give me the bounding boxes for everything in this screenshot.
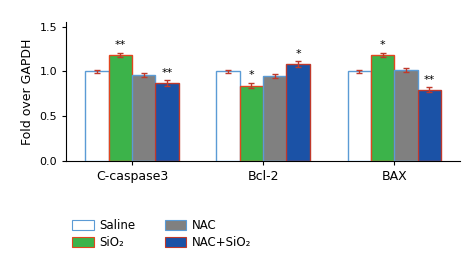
Bar: [263, 76, 286, 161]
Bar: [109, 55, 132, 161]
Bar: [85, 71, 109, 161]
Y-axis label: Fold over GAPDH: Fold over GAPDH: [21, 38, 34, 145]
Bar: [240, 86, 263, 161]
Bar: [217, 71, 240, 161]
Text: *: *: [380, 40, 385, 50]
Bar: [347, 71, 371, 161]
Text: **: **: [161, 68, 173, 78]
Bar: [371, 55, 394, 161]
Legend: Saline, SiO₂, NAC, NAC+SiO₂: Saline, SiO₂, NAC, NAC+SiO₂: [72, 219, 252, 249]
Bar: [394, 70, 418, 161]
Bar: [155, 83, 179, 161]
Bar: [286, 64, 310, 161]
Text: *: *: [295, 49, 301, 59]
Text: *: *: [248, 70, 254, 80]
Bar: [132, 75, 155, 161]
Text: **: **: [115, 40, 126, 50]
Text: **: **: [424, 75, 435, 85]
Bar: [418, 90, 441, 161]
